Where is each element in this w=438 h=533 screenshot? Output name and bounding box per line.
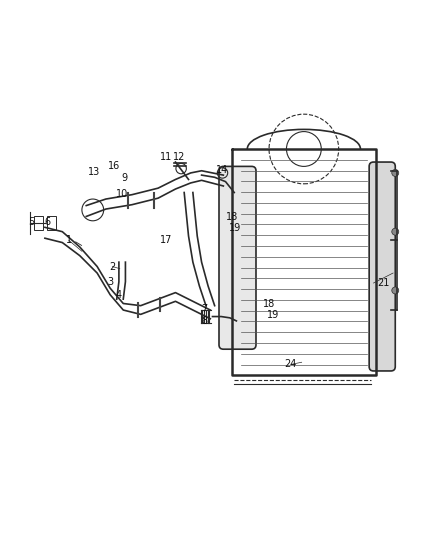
Text: 18: 18 <box>226 212 238 222</box>
Text: 18: 18 <box>262 300 275 309</box>
FancyBboxPatch shape <box>219 166 256 349</box>
FancyBboxPatch shape <box>369 162 395 371</box>
Text: 19: 19 <box>267 310 279 320</box>
Text: 5: 5 <box>28 217 34 227</box>
Text: 24: 24 <box>285 359 297 369</box>
Text: 9: 9 <box>121 173 127 183</box>
Circle shape <box>392 228 399 235</box>
Text: 7: 7 <box>201 304 207 314</box>
Circle shape <box>392 287 399 294</box>
Text: 10: 10 <box>116 189 128 199</box>
Bar <box>47 216 56 230</box>
Text: 17: 17 <box>160 235 172 245</box>
Text: 12: 12 <box>173 152 185 162</box>
Text: 14: 14 <box>216 165 229 175</box>
Text: 6: 6 <box>44 217 50 227</box>
Text: 16: 16 <box>108 160 120 171</box>
Text: 3: 3 <box>107 277 113 287</box>
Bar <box>34 216 43 230</box>
Text: 19: 19 <box>230 223 242 233</box>
Text: 11: 11 <box>160 152 172 162</box>
Text: 13: 13 <box>88 167 100 176</box>
Text: 4: 4 <box>116 290 122 300</box>
Text: 1: 1 <box>66 236 72 245</box>
Text: 8: 8 <box>201 316 207 326</box>
Text: 2: 2 <box>109 262 116 271</box>
Circle shape <box>392 169 399 176</box>
Text: 21: 21 <box>377 278 390 288</box>
